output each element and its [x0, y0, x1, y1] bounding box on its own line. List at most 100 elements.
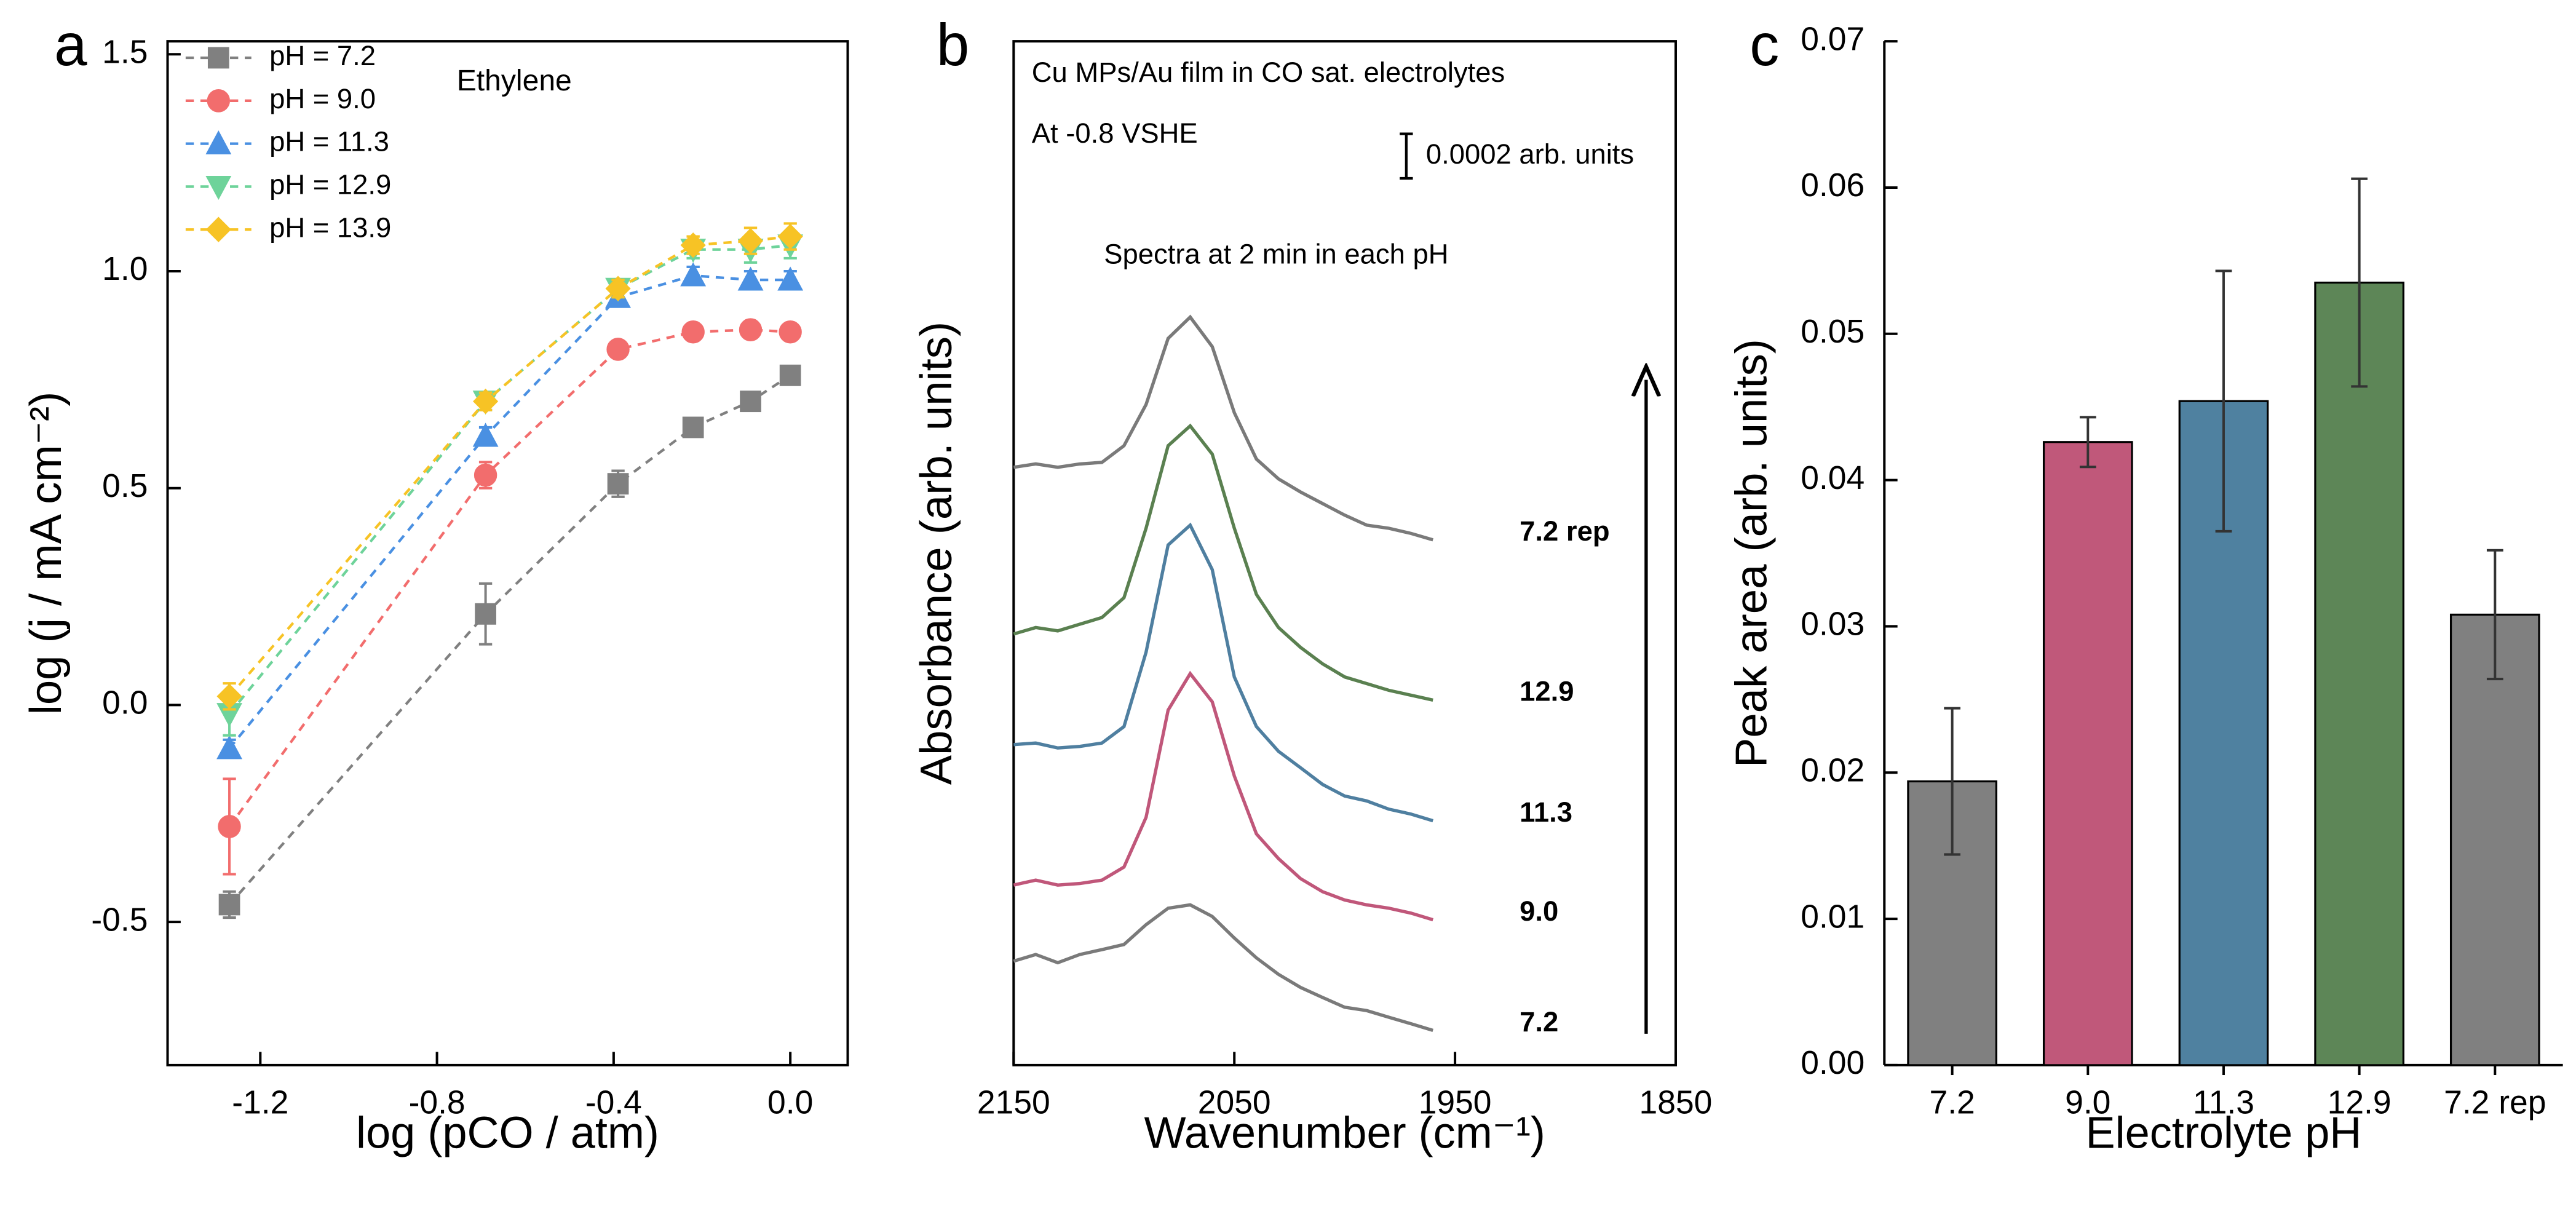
marker	[680, 232, 706, 258]
y-tick-label: 0.00	[1801, 1045, 1865, 1081]
marker	[737, 228, 764, 254]
x-tick-label: 2050	[1198, 1084, 1271, 1121]
marker	[218, 815, 241, 838]
marker	[779, 364, 801, 386]
series-line	[228, 328, 791, 828]
annotation: At -0.8 VSHE	[1032, 117, 1198, 149]
x-tick-label: 9.0	[2065, 1084, 2110, 1121]
series-line	[228, 374, 791, 906]
y-axis-label: Peak area (arb. units)	[1727, 339, 1776, 768]
x-tick-label: -0.8	[409, 1084, 466, 1121]
annotation: Cu MPs/Au film in CO sat. electrolytes	[1032, 57, 1505, 88]
marker	[680, 262, 707, 287]
legend-label: pH = 7.2	[269, 40, 376, 71]
marker	[473, 388, 499, 415]
annotation: Spectra at 2 min in each pH	[1104, 238, 1448, 269]
x-axis-label: Wavenumber (cm⁻¹)	[1144, 1108, 1545, 1157]
marker	[739, 318, 763, 342]
y-tick-label: 0.01	[1801, 899, 1865, 935]
marker	[777, 266, 804, 291]
error-bar	[2351, 177, 2368, 388]
marker	[777, 223, 803, 250]
series-line	[1013, 423, 1433, 702]
bar	[2042, 441, 2133, 1066]
series-label: 9.0	[1520, 895, 1558, 927]
marker	[606, 338, 630, 361]
marker	[472, 423, 499, 447]
x-tick-label: 7.2	[1929, 1084, 1975, 1121]
marker	[681, 320, 705, 344]
x-tick-label: 12.9	[2328, 1084, 2392, 1121]
series-line	[1013, 522, 1433, 823]
x-tick-label: 1850	[1639, 1084, 1713, 1121]
scale-bar	[1400, 132, 1413, 180]
x-tick-label: -1.2	[232, 1084, 288, 1121]
legend-marker	[205, 216, 231, 242]
error-bar	[1944, 707, 1960, 856]
error-bar	[2486, 549, 2503, 681]
legend-label: pH = 13.9	[269, 212, 391, 243]
x-axis-label: log (pCO / atm)	[356, 1108, 659, 1157]
series-label: 7.2 rep	[1520, 515, 1609, 547]
legend-marker	[207, 89, 231, 113]
y-tick-label: 1.5	[102, 34, 148, 70]
series-label: 7.2	[1520, 1006, 1558, 1038]
x-tick-label: 7.2 rep	[2444, 1084, 2546, 1121]
series-line	[228, 244, 791, 715]
panel-label: c	[1750, 12, 1779, 78]
marker	[218, 894, 240, 916]
x-tick-label: 11.3	[2193, 1084, 2254, 1121]
y-tick-label: 0.5	[102, 468, 148, 504]
marker	[605, 276, 631, 301]
marker	[682, 416, 704, 438]
panel-label: a	[54, 12, 87, 78]
series-line	[228, 274, 791, 750]
plot-frame	[1012, 40, 1677, 1066]
annotation: Ethylene	[457, 64, 572, 97]
y-tick-label: 0.04	[1801, 460, 1865, 496]
series-label: 11.3	[1520, 796, 1572, 828]
marker	[740, 391, 761, 413]
x-axis-label: Electrolyte pH	[2086, 1108, 2362, 1157]
series-line	[1013, 903, 1433, 1033]
marker	[475, 603, 496, 625]
x-tick-label: 2150	[977, 1084, 1050, 1121]
series-line	[228, 235, 791, 697]
y-tick-label: 0.03	[1801, 606, 1865, 642]
bar	[2449, 613, 2540, 1066]
error-bar	[2215, 269, 2232, 533]
y-axis-label: log (j / mA cm⁻²)	[22, 392, 71, 715]
legend-marker	[207, 47, 229, 69]
panel-label: b	[937, 12, 969, 78]
legend-label: pH = 11.3	[269, 126, 389, 157]
series-line	[1013, 314, 1433, 542]
scale-bar-label: 0.0002 arb. units	[1426, 138, 1634, 170]
series-line	[1013, 670, 1433, 922]
legend-marker	[205, 130, 232, 155]
marker	[474, 463, 497, 487]
marker	[737, 266, 764, 291]
y-tick-label: 0.02	[1801, 752, 1865, 788]
x-tick-label: 1950	[1419, 1084, 1492, 1121]
plot-frame	[166, 40, 849, 1066]
x-tick-label: -0.4	[585, 1084, 642, 1121]
marker	[779, 320, 802, 344]
y-tick-label: 0.07	[1801, 21, 1865, 57]
legend-label: pH = 12.9	[269, 169, 391, 200]
x-tick-label: 0.0	[767, 1084, 813, 1121]
error-bar	[2079, 416, 2096, 469]
y-tick-label: -0.5	[91, 902, 148, 938]
legend-marker	[205, 175, 232, 200]
marker	[216, 683, 242, 710]
y-tick-label: 1.0	[102, 251, 148, 287]
marker	[607, 473, 629, 495]
y-tick-label: 0.0	[102, 684, 148, 721]
bar	[2314, 281, 2404, 1066]
y-axis-label: Absorbance (arb. units)	[912, 322, 961, 785]
marker	[216, 735, 242, 760]
y-tick-label: 0.05	[1801, 314, 1865, 350]
series-label: 12.9	[1520, 676, 1574, 707]
legend-label: pH = 9.0	[269, 83, 376, 114]
